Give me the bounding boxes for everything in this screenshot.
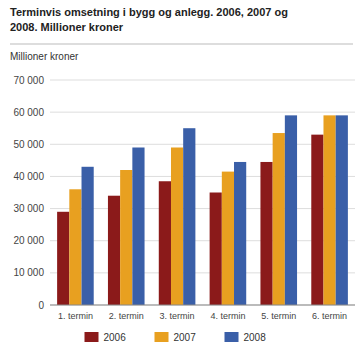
x-axis: 1. termin 2. termin 3. termin 4. termin 5. t… xyxy=(58,311,347,321)
bar xyxy=(69,189,81,305)
y-tick-label: 20 000 xyxy=(13,235,44,246)
chart: Terminvis omsetning i bygg og anlegg. 20… xyxy=(0,0,363,363)
x-axis-line xyxy=(50,305,355,306)
bar xyxy=(210,193,222,306)
bar xyxy=(159,181,171,305)
y-tick-label: 30 000 xyxy=(13,203,44,214)
bar xyxy=(311,135,323,305)
bars xyxy=(57,115,348,305)
grid-line xyxy=(50,112,355,113)
bar xyxy=(222,172,234,305)
bar xyxy=(82,167,94,305)
bar xyxy=(323,115,335,305)
bar xyxy=(234,162,246,305)
grid-line xyxy=(50,144,355,145)
bar xyxy=(336,115,348,305)
y-tick-label: 0 xyxy=(38,300,44,311)
bar xyxy=(171,148,183,306)
grid-line xyxy=(50,240,355,241)
y-tick-label: 70 000 xyxy=(13,75,44,86)
y-axis: 0 10 000 20 000 30 000 40 000 50 000 60 000 70 … xyxy=(13,75,355,311)
legend-swatch xyxy=(225,332,239,342)
y-axis-label: Millioner kroner xyxy=(10,51,79,62)
y-tick-label: 50 000 xyxy=(13,139,44,150)
subtitle: 2008. Millioner kroner xyxy=(10,21,124,33)
y-tick-label: 60 000 xyxy=(13,107,44,118)
grid-line xyxy=(50,305,355,306)
bar xyxy=(120,170,132,305)
x-tick-label: 5. termin xyxy=(261,311,296,321)
x-tick-label: 2. termin xyxy=(109,311,144,321)
x-tick-label: 1. termin xyxy=(58,311,93,321)
legend-label: 2008 xyxy=(244,332,267,343)
grid-line xyxy=(50,272,355,273)
legend-swatch xyxy=(85,332,99,342)
bar xyxy=(285,115,297,305)
legend: 2006 2007 2008 xyxy=(85,332,267,343)
grid-line xyxy=(50,208,355,209)
bar xyxy=(260,162,272,305)
legend-swatch xyxy=(155,332,169,342)
bar xyxy=(273,133,285,305)
title: Terminvis omsetning i bygg og anlegg. 20… xyxy=(10,6,288,18)
legend-label: 2007 xyxy=(174,332,197,343)
grid-line xyxy=(50,176,355,177)
bar xyxy=(108,196,120,305)
bar xyxy=(57,212,69,305)
y-tick-label: 10 000 xyxy=(13,267,44,278)
x-tick-label: 3. termin xyxy=(160,311,195,321)
chart-container: Terminvis omsetning i bygg og anlegg. 20… xyxy=(0,0,363,363)
grid-line xyxy=(50,80,355,81)
bar xyxy=(132,148,144,306)
bar xyxy=(183,128,195,305)
x-tick-label: 6. termin xyxy=(312,311,347,321)
x-tick-label: 4. termin xyxy=(210,311,245,321)
y-tick-label: 40 000 xyxy=(13,171,44,182)
separator xyxy=(10,44,353,45)
legend-label: 2006 xyxy=(104,332,127,343)
